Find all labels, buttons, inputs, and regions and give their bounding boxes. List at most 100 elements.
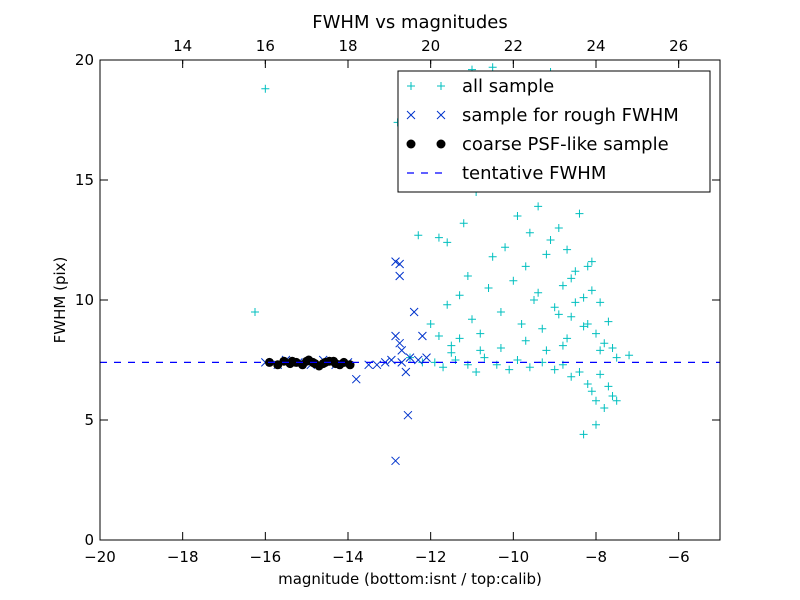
x-tick-label: −20	[84, 548, 116, 566]
y-tick-label: 5	[84, 411, 94, 429]
all-sample-point	[604, 382, 613, 391]
axis-ticks: −20 −18 −16 −14 −12 −10 −8 −6 14 16 18 20 22 24 26 0 5 10…	[75, 37, 720, 566]
rough-fwhm-point	[418, 331, 427, 341]
x-axis-label: magnitude (bottom:isnt / top:calib)	[278, 570, 542, 588]
all-sample-point	[558, 281, 567, 290]
all-sample-point	[587, 257, 596, 266]
all-sample-point	[521, 336, 530, 345]
y-tick-label: 20	[75, 51, 94, 69]
all-sample-point	[447, 341, 456, 350]
all-sample-point	[472, 368, 481, 376]
y-tick-label: 15	[75, 171, 94, 189]
rough-fwhm-point	[397, 358, 407, 367]
all-sample-point	[447, 348, 456, 357]
rough-fwhm-point	[395, 271, 405, 281]
all-sample-point	[496, 344, 505, 352]
y-tick-label: 0	[84, 531, 94, 549]
all-sample-point	[534, 288, 543, 297]
all-sample-point	[525, 228, 534, 237]
all-sample-point	[579, 430, 588, 439]
all-sample-point	[583, 262, 592, 271]
all-sample-point	[567, 312, 576, 321]
x-tick-label: −16	[250, 548, 282, 566]
all-sample-point	[567, 274, 576, 283]
all-sample-point	[459, 219, 468, 228]
all-sample-point	[587, 286, 596, 295]
y-axis-label: FWHM (pix)	[51, 257, 69, 344]
all-sample-point	[571, 267, 580, 276]
all-sample-point	[534, 202, 543, 211]
all-sample-point	[563, 245, 572, 254]
rough-fwhm-point	[397, 346, 407, 355]
rough-fwhm-point	[405, 353, 415, 362]
legend-marker-circle	[406, 139, 416, 149]
rough-fwhm-point	[395, 338, 405, 348]
psf-like-point	[329, 356, 339, 366]
all-sample-point	[509, 276, 518, 285]
legend-label-all-sample: all sample	[462, 76, 554, 97]
all-sample-point	[587, 387, 596, 396]
y-tick-label: 10	[75, 291, 94, 309]
rough-fwhm-point	[391, 257, 400, 266]
top-x-tick-label: 24	[586, 37, 605, 55]
legend-entry-psf-like: coarse PSF-like sample	[406, 134, 669, 155]
psf-like-point	[318, 359, 328, 369]
x-tick-label: −18	[167, 548, 199, 566]
all-sample-point	[468, 315, 476, 324]
all-sample-point	[488, 63, 497, 72]
all-sample-point	[455, 291, 464, 300]
all-sample-point	[542, 346, 551, 355]
all-sample-point	[426, 320, 435, 328]
legend-label-tentative-fwhm: tentative FWHM	[462, 163, 606, 184]
all-sample-point	[434, 233, 443, 242]
rough-fwhm-point	[391, 456, 400, 466]
all-sample-point	[596, 346, 605, 355]
psf-like-point	[345, 360, 355, 370]
all-sample-point	[571, 298, 580, 307]
all-sample-point	[583, 380, 592, 388]
all-sample-point	[484, 284, 493, 292]
all-sample-point	[563, 334, 572, 343]
all-sample-point	[455, 334, 464, 343]
all-sample-point	[575, 368, 584, 376]
all-sample-point	[463, 272, 472, 280]
all-sample-point	[554, 224, 563, 232]
all-sample-point	[612, 353, 621, 362]
all-sample-point	[525, 363, 534, 372]
x-tick-label: −12	[415, 548, 447, 566]
all-sample-point	[592, 329, 600, 338]
rough-fwhm-point	[391, 331, 400, 341]
all-sample-point	[517, 320, 526, 328]
all-sample-point	[604, 317, 613, 326]
rough-fwhm-point	[413, 355, 423, 365]
all-sample-point	[505, 365, 514, 374]
all-sample-point	[608, 392, 617, 400]
rough-fwhm-point	[395, 259, 405, 269]
all-sample-point	[579, 322, 588, 331]
top-x-tick-label: 20	[421, 37, 440, 55]
legend-entry-rough-fwhm: sample for rough FWHM	[406, 105, 679, 126]
all-sample-point	[625, 351, 634, 360]
all-sample-point	[575, 209, 584, 218]
all-sample-point	[476, 329, 485, 338]
legend-marker-plus	[407, 82, 445, 90]
psf-like-point	[287, 356, 297, 366]
legend: all sample sample for rough FWHM coarse …	[397, 70, 711, 193]
x-tick-label: −8	[585, 548, 607, 566]
all-sample-point	[488, 252, 497, 261]
all-sample-point	[542, 250, 551, 259]
all-sample-point	[592, 420, 600, 429]
all-sample-point	[251, 308, 259, 316]
all-sample-point	[612, 396, 621, 405]
all-sample-point	[596, 370, 605, 379]
legend-label-rough-fwhm: sample for rough FWHM	[462, 105, 679, 126]
x-tick-label: −10	[498, 548, 530, 566]
x-tick-label: −6	[668, 548, 690, 566]
all-sample-point	[550, 303, 559, 312]
legend-box	[397, 70, 711, 193]
rough-fwhm-point	[351, 374, 361, 384]
all-sample-point	[538, 324, 547, 333]
all-sample-point	[579, 293, 588, 302]
legend-marker-x	[406, 110, 446, 120]
